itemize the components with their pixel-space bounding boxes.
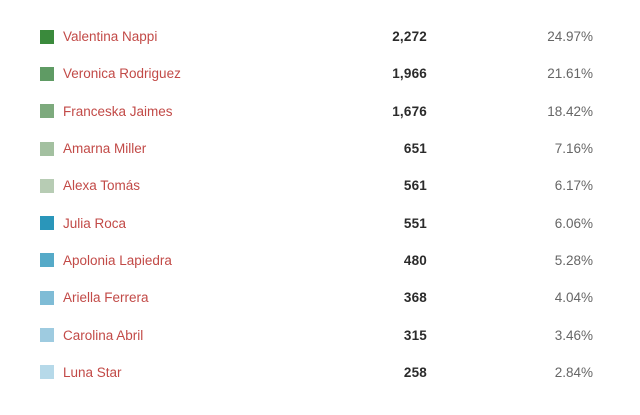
table-row: Julia Roca 551 6.06% [0,204,640,241]
row-percent: 6.06% [554,215,593,231]
row-percent: 18.42% [547,103,593,119]
row-label-link[interactable]: Alexa Tomás [63,178,141,194]
row-value: 561 [403,178,427,194]
row-percent: 21.61% [547,66,593,82]
row-value: 2,272 [392,29,427,45]
rows: Valentina Nappi 2,272 24.97% Veronica Ro… [0,18,640,391]
row-label-link[interactable]: Veronica Rodriguez [63,66,181,82]
row-label-link[interactable]: Franceska Jaimes [63,103,173,119]
legend-color-swatch [40,141,54,156]
row-label-link[interactable]: Julia Roca [63,215,127,231]
row-label-link[interactable]: Apolonia Lapiedra [63,252,172,268]
row-label-link[interactable]: Ariella Ferrera [63,290,149,306]
row-value: 651 [403,141,427,157]
legend-color-swatch [40,216,54,231]
row-value: 368 [403,290,427,306]
table-row: Franceska Jaimes 1,676 18.42% [0,93,640,130]
legend-color-swatch [40,29,54,44]
row-value: 258 [403,364,427,380]
table-row: Carolina Abril 315 3.46% [0,316,640,353]
row-percent: 3.46% [554,327,593,343]
legend-color-swatch [40,365,54,380]
row-percent: 6.17% [554,178,593,194]
table-row: Veronica Rodriguez 1,966 21.61% [0,55,640,92]
row-value: 480 [403,252,427,268]
row-value: 1,676 [392,103,427,119]
table-row: Apolonia Lapiedra 480 5.28% [0,242,640,279]
legend-color-swatch [40,253,54,268]
row-label-link[interactable]: Amarna Miller [63,141,147,157]
row-value: 1,966 [392,66,427,82]
legend-color-swatch [40,104,54,119]
table-row: Luna Star 258 2.84% [0,354,640,391]
legend-color-swatch [40,178,54,193]
row-percent: 2.84% [554,364,593,380]
legend-color-swatch [40,66,54,81]
row-label-link[interactable]: Valentina Nappi [63,29,158,45]
row-percent: 7.16% [554,141,593,157]
row-percent: 5.28% [554,252,593,268]
table-row: Ariella Ferrera 368 4.04% [0,279,640,316]
table-row: Alexa Tomás 561 6.17% [0,167,640,204]
row-percent: 24.97% [547,29,593,45]
row-percent: 4.04% [554,290,593,306]
row-label-link[interactable]: Luna Star [63,364,122,380]
row-value: 551 [403,215,427,231]
row-value: 315 [403,327,427,343]
table-row: Valentina Nappi 2,272 24.97% [0,18,640,55]
table-row: Amarna Miller 651 7.16% [0,130,640,167]
row-label-link[interactable]: Carolina Abril [63,327,144,343]
legend-color-swatch [40,290,54,305]
legend-color-swatch [40,328,54,343]
